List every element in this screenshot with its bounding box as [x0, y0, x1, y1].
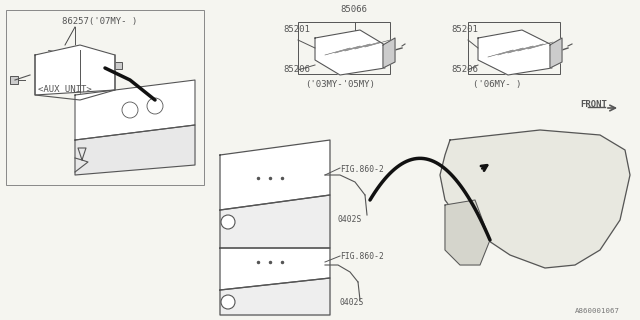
- Polygon shape: [440, 130, 630, 268]
- Bar: [490, 150, 590, 205]
- Bar: [298, 22, 390, 74]
- Text: FRONT: FRONT: [580, 100, 607, 109]
- Circle shape: [221, 215, 235, 229]
- Polygon shape: [220, 195, 330, 248]
- Text: 85201: 85201: [451, 25, 478, 34]
- Text: <AUX UNIT>: <AUX UNIT>: [38, 85, 92, 94]
- Text: FIG.860-2: FIG.860-2: [340, 165, 384, 174]
- Polygon shape: [75, 80, 195, 140]
- Text: 0402S: 0402S: [340, 298, 364, 307]
- Text: 86257('07MY- ): 86257('07MY- ): [62, 17, 137, 26]
- Circle shape: [147, 98, 163, 114]
- Bar: [6, 10, 204, 185]
- Bar: [494, 172, 526, 180]
- Polygon shape: [550, 38, 562, 68]
- Text: 85066: 85066: [340, 5, 367, 14]
- Polygon shape: [220, 140, 330, 210]
- Bar: [10, 76, 18, 84]
- Polygon shape: [35, 45, 115, 95]
- Polygon shape: [445, 200, 490, 265]
- Bar: [494, 160, 526, 168]
- Text: ('06MY- ): ('06MY- ): [473, 80, 522, 89]
- Text: 85206: 85206: [283, 65, 310, 74]
- Bar: [112, 62, 122, 69]
- Polygon shape: [315, 30, 385, 75]
- Text: 85206: 85206: [451, 65, 478, 74]
- Polygon shape: [478, 30, 552, 75]
- Circle shape: [122, 102, 138, 118]
- Bar: [468, 22, 560, 74]
- Bar: [48, 50, 73, 58]
- Text: 85201: 85201: [283, 25, 310, 34]
- Circle shape: [221, 295, 235, 309]
- Text: 0402S: 0402S: [338, 215, 362, 224]
- Bar: [495, 155, 585, 200]
- Polygon shape: [75, 125, 195, 175]
- Polygon shape: [220, 248, 330, 290]
- Text: A860001067: A860001067: [575, 308, 620, 314]
- Bar: [40, 63, 66, 75]
- Polygon shape: [220, 278, 330, 315]
- Polygon shape: [383, 38, 395, 68]
- Text: ('03MY-'05MY): ('03MY-'05MY): [305, 80, 375, 89]
- Bar: [494, 184, 526, 192]
- Bar: [36, 60, 71, 78]
- Text: FIG.860-2: FIG.860-2: [340, 252, 384, 261]
